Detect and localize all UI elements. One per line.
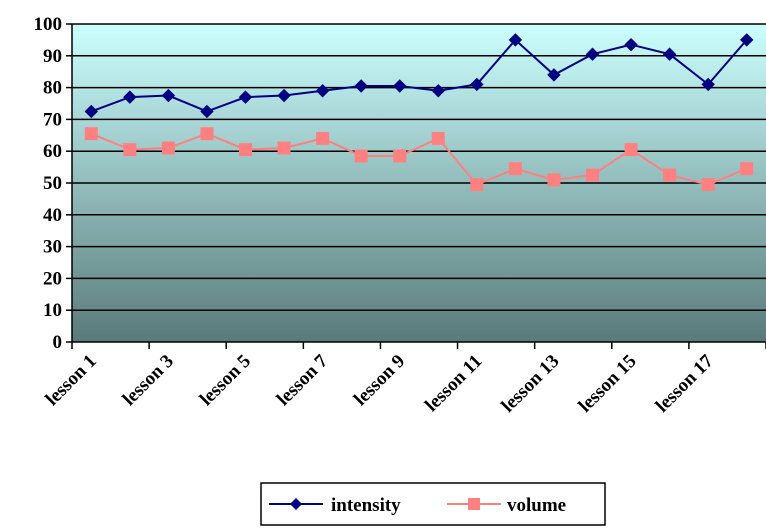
y-tick-label: 100 [34,14,63,35]
intensity-point [470,77,484,92]
intensity-point [431,84,445,98]
legend-item-intensity: intensity [269,495,401,516]
gridlines [72,23,766,311]
volume-point [431,131,445,145]
intensity-point [701,77,715,92]
volume-point [316,131,330,145]
volume-point [586,168,599,182]
x-tick-label: lesson 15 [575,351,641,417]
intensity-point [84,104,98,119]
x-tick-label: lesson 9 [350,351,409,410]
intensity-point [123,90,137,104]
y-tick-label: 60 [43,141,62,162]
intensity-point [740,33,754,47]
y-tick-label: 0 [53,332,63,353]
y-tick-label: 20 [43,268,62,289]
intensity-point [547,68,561,82]
x-tick-label: lesson 3 [119,351,178,410]
intensity-point [585,47,600,61]
legend-diamond-marker [290,498,302,510]
intensity-point [315,84,330,98]
series [84,33,754,192]
intensity-point [200,104,214,119]
x-tick-label: lesson 11 [421,351,486,416]
volume-point [354,149,368,163]
y-tick-label: 40 [43,205,62,226]
intensity-point [508,33,523,47]
x-tick-label: lesson 7 [273,350,333,410]
intensity-point [238,90,253,104]
x-tick-label: lesson 13 [497,351,563,417]
x-tick-label: lesson 1 [42,351,101,410]
intensity-point [354,79,368,93]
intensity-point [393,79,407,93]
intensity-point [161,88,176,103]
volume-point [663,168,677,182]
volume-point [200,127,214,141]
volume-point [740,162,754,176]
volume-point [84,127,98,141]
y-tick-label: 30 [43,237,62,258]
volume-point [393,149,407,163]
volume-point [547,173,561,187]
y-tick-label: 70 [43,109,62,130]
x-tick-label: lesson 5 [196,351,255,410]
volume-point [508,162,522,176]
volume-point [123,143,137,157]
legend-label: volume [507,495,566,516]
volume-point [624,143,638,157]
y-tick-label: 50 [43,173,62,194]
volume-point [470,178,484,192]
intensity-point [662,47,677,61]
y-tick-label: 80 [43,78,62,99]
intensity-point [277,88,291,103]
volume-point [161,141,175,155]
legend-label: intensity [331,495,401,516]
y-tick-label: 90 [43,46,62,67]
volume-point [239,143,252,157]
intensity-line [90,38,748,113]
legend: intensity volume [260,482,606,526]
x-tick-label: lesson 17 [652,350,718,416]
series-volume [84,127,754,192]
intensity-point [624,37,638,52]
volume-point [277,141,291,155]
series-intensity [84,33,754,119]
y-tick-label: 10 [43,300,62,321]
volume-point [701,178,715,192]
legend-item-volume: volume [447,495,566,516]
legend-square-marker [468,498,480,510]
